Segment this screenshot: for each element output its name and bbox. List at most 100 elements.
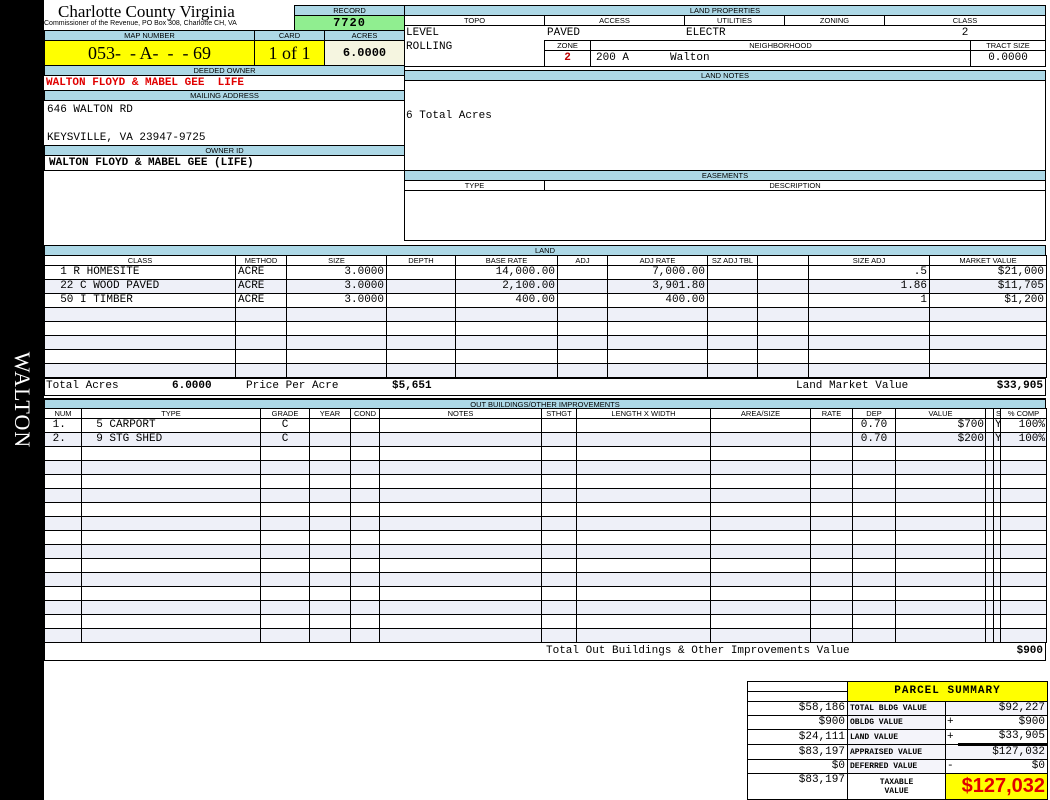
mailing-address-label: MAILING ADDRESS [44, 90, 405, 101]
outbuildings-cell [985, 530, 994, 545]
outbuildings-cell [1000, 628, 1047, 643]
summary-operator: + [945, 729, 958, 745]
outbuildings-cell [810, 516, 853, 531]
outbuildings-cell: C [260, 432, 310, 447]
outbuildings-column-header: LENGTH X WIDTH [576, 408, 711, 419]
outbuildings-cell [541, 502, 577, 517]
outbuildings-cell [44, 530, 82, 545]
outbuildings-cell [993, 586, 1001, 601]
outbuildings-cell [895, 544, 986, 559]
outbuildings-cell [81, 488, 261, 503]
outbuildings-row [44, 586, 1047, 601]
outbuildings-cell [309, 544, 351, 559]
outbuildings-cell [895, 572, 986, 587]
outbuildings-cell [710, 614, 811, 629]
land-cell [757, 293, 809, 308]
outbuildings-cell [541, 614, 577, 629]
outbuildings-cell [350, 572, 380, 587]
outbuildings-cell [576, 544, 711, 559]
land-cell [557, 293, 608, 308]
land-cell: ACRE [235, 265, 287, 280]
outbuildings-cell [993, 530, 1001, 545]
outbuildings-cell [541, 488, 577, 503]
land-cell [455, 363, 558, 378]
outbuildings-header-row: NUM TYPE GRADE YEAR COND NOTES STHGT LENGTH X W… [44, 408, 1047, 419]
outbuildings-cell [710, 446, 811, 461]
land-column-header: DEPTH [386, 255, 456, 266]
land-cell [808, 321, 930, 336]
land-row [44, 363, 1047, 378]
outbuildings-cell [81, 614, 261, 629]
outbuildings-row [44, 558, 1047, 573]
outbuildings-cell [993, 558, 1001, 573]
outbuildings-cell: 0.70 [852, 418, 896, 433]
outbuildings-cell: Y [993, 432, 1001, 447]
outbuildings-cell [710, 460, 811, 475]
land-cell: 22 C WOOD PAVED [44, 279, 236, 294]
outbuildings-cell [260, 516, 310, 531]
land-column-header: SZ ADJ TBL [707, 255, 758, 266]
summary-row: $58,186 TOTAL BLDG VALUE $92,227 [747, 701, 1048, 716]
land-column-header [757, 255, 809, 266]
summary-prior-value: $0 [747, 759, 848, 774]
outbuildings-cell [44, 488, 82, 503]
outbuildings-cell [350, 502, 380, 517]
outbuildings-cell [379, 628, 542, 643]
outbuildings-cell [1000, 600, 1047, 615]
summary-blank [747, 691, 848, 702]
land-row [44, 307, 1047, 322]
outbuildings-cell [576, 530, 711, 545]
land-cell [557, 349, 608, 364]
summary-row: $24,111 LAND VALUE + $33,905 [747, 729, 1048, 746]
land-cell [386, 363, 456, 378]
outbuildings-cell [710, 628, 811, 643]
outbuildings-cell [852, 488, 896, 503]
land-notes-text: 6 Total Acres [406, 110, 492, 122]
outbuildings-cell [1000, 530, 1047, 545]
land-row [44, 321, 1047, 336]
outbuildings-cell [895, 614, 986, 629]
outbuildings-cell [350, 418, 380, 433]
outbuildings-row [44, 544, 1047, 559]
land-cell [455, 335, 558, 350]
land-column-header: MARKET VALUE [929, 255, 1047, 266]
outbuildings-cell [710, 474, 811, 489]
outbuildings-cell [309, 502, 351, 517]
land-market-value-label: Land Market Value [796, 380, 909, 392]
outbuildings-cell [985, 432, 994, 447]
outbuildings-cell [81, 460, 261, 475]
outbuildings-cell [993, 474, 1001, 489]
price-per-acre-label: Price Per Acre [246, 380, 339, 392]
land-cell [757, 307, 809, 322]
land-cell [707, 349, 758, 364]
land-totals-row [44, 378, 1046, 396]
land-column-header: METHOD [235, 255, 287, 266]
address-line-1: 646 WALTON RD [47, 104, 133, 116]
outbuildings-cell [810, 530, 853, 545]
land-cell [235, 321, 287, 336]
outbuildings-cell [985, 474, 994, 489]
outbuildings-cell [810, 628, 853, 643]
summary-value: $127,032 [945, 744, 1048, 760]
outbuildings-column-header: RATE [810, 408, 853, 419]
outbuildings-column-header: TYPE [81, 408, 261, 419]
outbuildings-cell [1000, 502, 1047, 517]
outbuildings-column-header: STHGT [541, 408, 577, 419]
outbuildings-cell [1000, 558, 1047, 573]
summary-prior-value: $58,186 [747, 701, 848, 716]
outbuildings-cell [379, 488, 542, 503]
land-cell: 2,100.00 [455, 279, 558, 294]
land-cell: 3.0000 [286, 265, 387, 280]
outbuildings-cell [810, 488, 853, 503]
land-cell [757, 363, 809, 378]
outbuildings-cell [379, 600, 542, 615]
outbuildings-cell [576, 558, 711, 573]
outbuildings-cell: 100% [1000, 432, 1047, 447]
outbuildings-cell [810, 586, 853, 601]
taxable-value: $127,032 [945, 773, 1048, 800]
land-cell [808, 363, 930, 378]
outbuildings-column-header: DEP [852, 408, 896, 419]
outbuildings-cell [576, 502, 711, 517]
land-cell: 1 [808, 293, 930, 308]
land-cell: 3.0000 [286, 293, 387, 308]
